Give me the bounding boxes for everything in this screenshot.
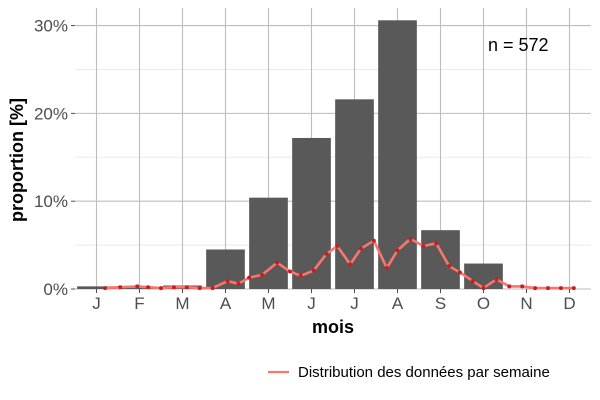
bar-8	[378, 20, 417, 289]
weekly-point-1	[103, 286, 108, 291]
x-tick-label: J	[350, 294, 359, 313]
weekly-line-path	[103, 237, 576, 290]
x-tick-label: N	[520, 294, 532, 313]
x-tick-label: A	[220, 294, 232, 313]
weekly-point-15	[288, 269, 292, 274]
weekly-point-25	[408, 236, 413, 241]
legend-label: Distribution des données par semaine	[298, 364, 550, 381]
bar-6	[292, 137, 331, 289]
x-tick-label: O	[477, 294, 490, 313]
weekly-point-32	[494, 277, 499, 282]
weekly-point-9	[210, 286, 215, 291]
weekly-point-28	[447, 264, 452, 269]
weekly-point-29	[457, 270, 462, 275]
weekly-points	[103, 236, 576, 291]
weekly-point-37	[558, 286, 563, 291]
weekly-point-38	[571, 286, 576, 291]
y-tick-label: 30%	[34, 17, 68, 36]
x-tick-label: J	[92, 294, 101, 313]
weekly-point-26	[421, 243, 426, 248]
weekly-point-35	[533, 286, 538, 291]
bar-1	[77, 286, 116, 289]
bar-2	[120, 287, 159, 289]
weekly-point-14	[275, 260, 280, 265]
weekly-point-31	[481, 286, 486, 291]
y-tick-label: 0%	[43, 280, 68, 299]
weekly-point-19	[335, 243, 340, 248]
weekly-point-5	[159, 286, 163, 291]
weekly-line	[103, 237, 576, 290]
weekly-point-11	[236, 281, 241, 286]
weekly-point-6	[171, 285, 176, 290]
weekly-point-36	[546, 286, 550, 291]
weekly-point-23	[384, 265, 389, 270]
bar-10	[464, 263, 503, 289]
weekly-point-18	[324, 251, 329, 256]
x-tick-label: D	[563, 294, 575, 313]
x-tick-label: S	[435, 294, 446, 313]
weekly-point-21	[358, 246, 363, 251]
x-tick-label: A	[392, 294, 404, 313]
weekly-point-4	[146, 285, 151, 290]
y-tick-label: 10%	[34, 192, 68, 211]
bar-5	[249, 197, 288, 289]
weekly-point-27	[434, 241, 439, 246]
weekly-point-17	[311, 268, 316, 273]
x-axis-title: mois	[312, 317, 354, 337]
legend: Distribution des données par semaine	[268, 364, 550, 381]
weekly-point-33	[507, 284, 512, 289]
bar-9	[421, 230, 460, 289]
sample-size-annotation: n = 572	[488, 35, 549, 55]
x-tick-label: F	[134, 294, 144, 313]
weekly-point-3	[135, 284, 140, 289]
x-tick-label: J	[307, 294, 316, 313]
x-tick-label: M	[175, 294, 189, 313]
y-tick-label: 20%	[34, 104, 68, 123]
weekly-point-22	[371, 238, 376, 243]
x-tick-label: M	[261, 294, 275, 313]
bar-7	[335, 99, 374, 289]
weekly-point-7	[184, 285, 189, 290]
weekly-point-30	[470, 279, 475, 284]
weekly-point-13	[260, 272, 265, 277]
weekly-point-8	[197, 286, 202, 291]
weekly-point-12	[247, 275, 252, 280]
y-axis-ticks: 0% 10% 20% 30%	[34, 17, 75, 299]
weekly-point-2	[118, 285, 123, 290]
y-axis-title: proportion [%]	[7, 98, 27, 222]
weekly-point-16	[298, 273, 303, 278]
weekly-point-34	[520, 284, 525, 289]
weekly-point-24	[395, 248, 400, 253]
weekly-point-10	[225, 279, 230, 284]
weekly-point-20	[348, 262, 353, 267]
